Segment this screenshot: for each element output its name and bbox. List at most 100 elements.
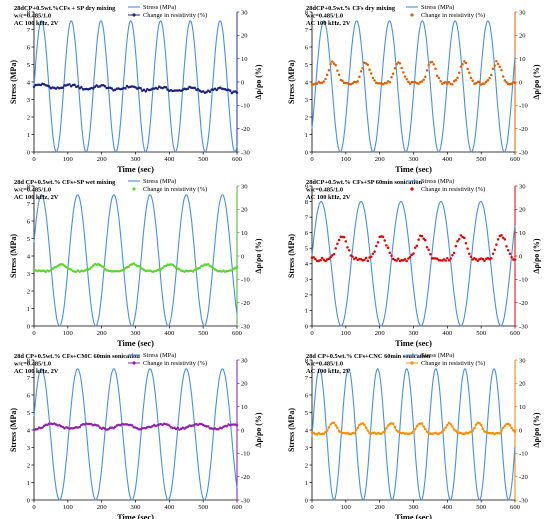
resistivity-point [102, 265, 105, 269]
resistivity-point [314, 257, 317, 261]
resistivity-point [325, 73, 329, 77]
resistivity-point [420, 422, 424, 425]
resistivity-point [512, 429, 515, 432]
resistivity-point [501, 75, 505, 78]
series-resistivity-points [32, 422, 239, 431]
y2-tick-label: -20 [519, 300, 528, 307]
resistivity-point [510, 82, 513, 85]
y-axis-title: Stress (MPa) [287, 60, 296, 104]
series-stress-line [311, 20, 516, 153]
resistivity-point [454, 244, 458, 248]
resistivity-point [446, 256, 449, 260]
resistivity-point [366, 429, 370, 432]
y2-tick-label: -20 [241, 300, 250, 307]
resistivity-point [388, 80, 392, 84]
resistivity-point [424, 239, 427, 242]
resistivity-point [490, 256, 493, 260]
resistivity-point [336, 69, 339, 72]
resistivity-point [91, 87, 95, 90]
resistivity-point [385, 244, 388, 247]
resistivity-point [435, 257, 439, 260]
resistivity-point [415, 424, 419, 428]
x-tick-label: 200 [97, 330, 108, 337]
legend-resistivity-swatch [132, 361, 136, 365]
y-tick-label: 6 [27, 392, 31, 399]
resistivity-point [386, 424, 390, 427]
y2-tick-label: 0 [519, 79, 523, 86]
legend-stress-label: Stress (MPa) [421, 4, 454, 11]
resistivity-point [32, 85, 36, 89]
resistivity-point [385, 426, 388, 430]
resistivity-point [468, 71, 471, 74]
y-tick-label: 7 [305, 375, 309, 382]
resistivity-point [80, 85, 83, 89]
x-tick-label: 200 [375, 330, 386, 337]
chart-panel-4: 0 100 200 300 400 500 600 0 1 2 3 4 5 6 7 8 9 -30 -20 -10 0 1… [287, 178, 541, 348]
resistivity-point [178, 268, 181, 271]
resistivity-point [430, 60, 434, 64]
resistivity-point [369, 255, 373, 259]
series-resistivity-points [32, 262, 239, 274]
series-stress-line [33, 194, 238, 327]
resistivity-point [407, 80, 410, 84]
resistivity-point [461, 63, 464, 66]
resistivity-point [508, 252, 512, 255]
resistivity-point [41, 426, 44, 429]
resistivity-point [322, 258, 326, 261]
resistivity-point [429, 252, 432, 256]
y-tick-label: 8 [27, 183, 31, 190]
resistivity-point [196, 87, 200, 91]
resistivity-point [508, 423, 512, 427]
resistivity-point [206, 262, 210, 266]
y2-tick-label: 10 [241, 56, 248, 63]
y-tick-label: 8 [27, 357, 31, 364]
resistivity-point [371, 252, 375, 256]
y2-axis-title: Δρ/ρo (%) [254, 238, 263, 273]
resistivity-point [201, 90, 205, 93]
y-tick-label: 7 [27, 27, 31, 34]
resistivity-point [78, 425, 81, 429]
x-tick-label: 200 [375, 504, 386, 511]
resistivity-point [354, 256, 358, 260]
y-tick-label: 4 [27, 427, 31, 434]
resistivity-point [235, 265, 239, 268]
y-tick-label: 8 [305, 199, 309, 206]
resistivity-point [469, 255, 473, 259]
series-resistivity-points [310, 234, 517, 263]
y-tick-label: 3 [305, 97, 309, 104]
y2-tick-label: -10 [519, 103, 528, 110]
resistivity-point [456, 76, 459, 79]
chart-panel-5: 0 100 200 300 400 500 600 0 1 2 3 4 5 6 7 8 -30 -20 -10 0 10… [9, 352, 263, 519]
x-tick-label: 500 [198, 504, 209, 511]
y2-tick-label: 30 [519, 357, 526, 364]
chart-panel-1: 0 100 200 300 400 500 600 0 1 2 3 4 5 6 7 8 -30 -20 -10 0 10… [9, 4, 263, 174]
resistivity-point [498, 431, 502, 435]
resistivity-point [474, 258, 478, 261]
resistivity-point [336, 242, 339, 246]
y-tick-label: 5 [27, 62, 31, 69]
resistivity-point [68, 83, 71, 86]
legend-resistivity-label: Change in resistivity (%) [421, 360, 485, 367]
y-tick-label: 2 [305, 462, 308, 469]
resistivity-point [469, 76, 473, 80]
resistivity-point [452, 251, 456, 255]
resistivity-point [225, 425, 229, 428]
y2-tick-label: 10 [519, 404, 526, 411]
chart-panel-3: 0 100 200 300 400 500 600 0 1 2 3 4 5 6 7 8 -30 -20 -10 0 10… [9, 178, 263, 348]
resistivity-point [439, 431, 442, 435]
y2-axis-title: Δρ/ρo (%) [254, 64, 263, 99]
y-tick-label: 0 [305, 149, 309, 156]
y-tick-label: 3 [27, 271, 31, 278]
resistivity-point [353, 431, 356, 435]
resistivity-point [506, 422, 510, 425]
resistivity-point [139, 87, 142, 90]
y2-tick-label: 20 [241, 207, 248, 214]
series-stress-line [311, 368, 516, 501]
y-tick-label: 1 [305, 132, 308, 139]
resistivity-point [412, 430, 415, 433]
resistivity-point [456, 240, 459, 243]
resistivity-point [425, 69, 429, 72]
x-tick-label: 500 [198, 330, 209, 337]
y-tick-label: 1 [27, 132, 30, 139]
annotation-line: AC 100 kHz, 2V [306, 194, 351, 201]
